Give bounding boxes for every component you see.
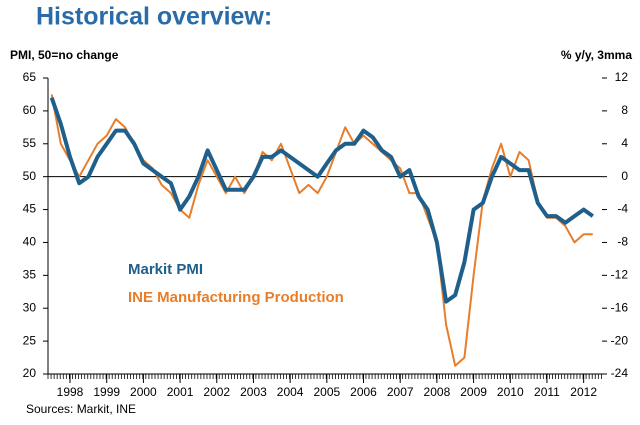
y-tick-label: 55 [23, 136, 37, 150]
y-tick-label: 50 [23, 169, 37, 183]
y2-tick-label: -8 [617, 235, 628, 249]
y-tick-label: 25 [23, 333, 37, 347]
y2-axis-label: % y/y, 3mma [561, 48, 632, 62]
y-tick-label: 40 [23, 235, 37, 249]
y2-tick-label: 12 [615, 70, 629, 84]
x-tick-label: 2007 [387, 385, 414, 399]
y-tick-label: 65 [23, 70, 37, 84]
x-tick-label: 2002 [203, 385, 230, 399]
y-tick-label: 20 [23, 366, 37, 380]
y2-tick-label: -16 [611, 300, 629, 314]
x-tick-label: 1999 [93, 385, 120, 399]
y-tick-label: 45 [23, 202, 37, 216]
x-tick-label: 1998 [57, 385, 84, 399]
x-tick-label: 2001 [167, 385, 194, 399]
series-line [49, 97, 594, 304]
x-tick-label: 2012 [570, 385, 597, 399]
y-tick-label: 60 [23, 103, 37, 117]
chart-title: Historical overview: [36, 3, 272, 31]
y-tick-label: 30 [23, 300, 37, 314]
legend-label: INE Manufacturing Production [128, 289, 344, 306]
x-tick-label: 2009 [460, 385, 487, 399]
y-tick-label: 35 [23, 268, 37, 282]
y2-tick-label: -12 [611, 268, 629, 282]
x-tick-label: 2011 [534, 385, 560, 399]
y2-tick-label: -4 [617, 202, 628, 216]
y2-tick-label: 0 [621, 169, 628, 183]
y-axis-label: PMI, 50=no change [10, 48, 119, 62]
y2-tick-label: 8 [621, 103, 628, 117]
legend-label: Markit PMI [128, 261, 203, 278]
source: Sources: Markit, INE [26, 402, 136, 416]
x-tick-label: 2008 [424, 385, 451, 399]
y2-tick-label: -20 [611, 333, 629, 347]
x-tick-label: 2000 [130, 385, 157, 399]
x-tick-label: 2004 [277, 385, 304, 399]
series-line [50, 94, 593, 367]
x-tick-label: 2003 [240, 385, 267, 399]
x-tick-label: 2006 [350, 385, 377, 399]
x-tick-label: 2010 [497, 385, 524, 399]
x-tick-label: 2005 [313, 385, 340, 399]
y2-tick-label: -24 [611, 366, 629, 380]
y2-tick-label: 4 [621, 136, 628, 150]
